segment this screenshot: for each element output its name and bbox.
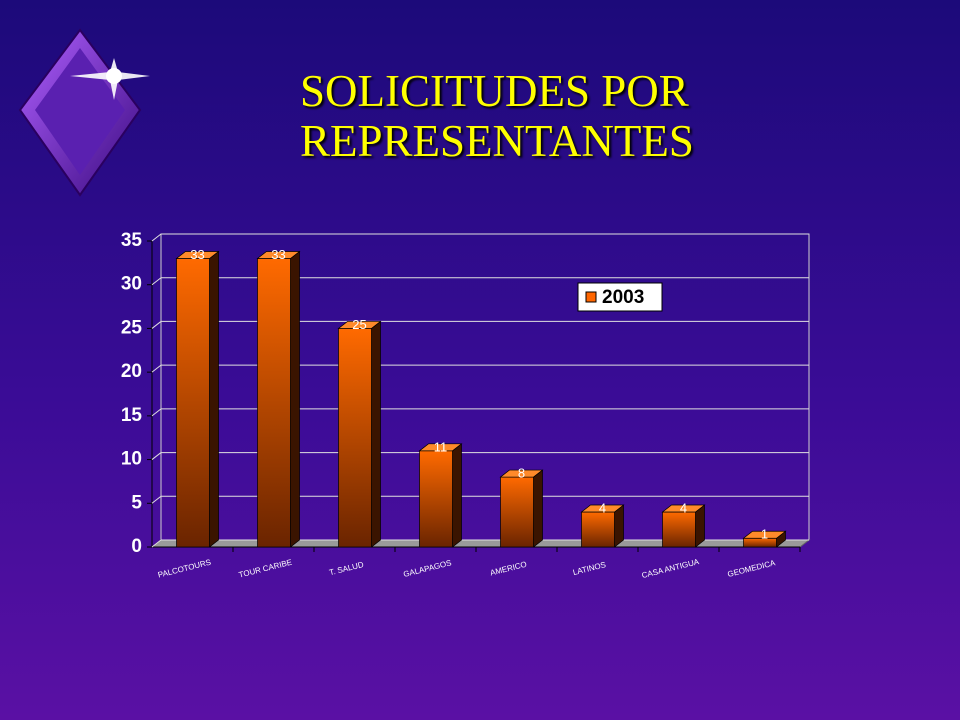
bar-side [533,469,543,548]
bar-top [742,530,787,539]
bar-side [452,443,462,548]
y-tick-label: 25 [121,317,143,338]
value-label: 33 [271,247,285,262]
bar [338,328,372,548]
bar-top [337,321,382,329]
y-tick-label: 5 [131,492,142,513]
x-tick-label: PALCOTOURS [157,558,212,580]
bar-top [256,251,301,259]
bar-side [290,250,300,548]
grid-line-side [151,539,162,548]
bar-top [580,504,625,513]
x-tick-label: CASA ANTIGUA [641,557,701,580]
y-tick-label: 0 [131,536,142,557]
decoration [18,28,150,197]
bar [662,511,696,548]
y-tick-label: 30 [121,274,142,295]
value-label: 1 [761,527,768,542]
value-label: 8 [518,465,525,480]
x-tick-label: T. SALUD [328,560,364,577]
y-tick-label: 35 [121,230,143,251]
value-label: 4 [680,500,687,515]
bar [257,258,291,548]
bar [419,450,453,548]
bar-side [209,250,219,548]
grid-line-side [151,408,162,417]
floor [150,539,811,548]
value-label: 11 [434,439,448,454]
grid-line-side [151,233,162,242]
legend-swatch [585,291,597,303]
grid-line-side [151,495,162,504]
grid-line-side [151,277,162,286]
bar [581,511,615,548]
grid-line-side [151,321,162,329]
bar-top [418,443,463,452]
x-tick-label: AMERICO [489,560,527,578]
slide-title: SOLICITUDES POR REPRESENTANTES [300,66,694,166]
grid-line-side [151,452,162,460]
x-tick-label: LATINOS [572,560,607,577]
value-label: 4 [599,500,606,515]
bar-side [371,320,381,548]
y-tick-label: 10 [121,449,142,470]
y-tick-label: 15 [121,405,143,426]
legend-label: 2003 [602,287,644,308]
bar-top [175,251,220,259]
y-tick-label: 20 [121,361,142,382]
value-label: 33 [190,247,204,262]
bar [500,476,534,548]
bar [176,258,210,548]
value-label: 25 [352,317,366,332]
x-tick-label: GEOMEDICA [727,558,777,579]
x-tick-label: TOUR CARIBE [238,558,293,580]
grid-line-side [151,364,162,373]
bar-top [661,504,706,513]
bar-top [499,469,544,478]
x-tick-label: GALAPAGOS [402,558,452,579]
